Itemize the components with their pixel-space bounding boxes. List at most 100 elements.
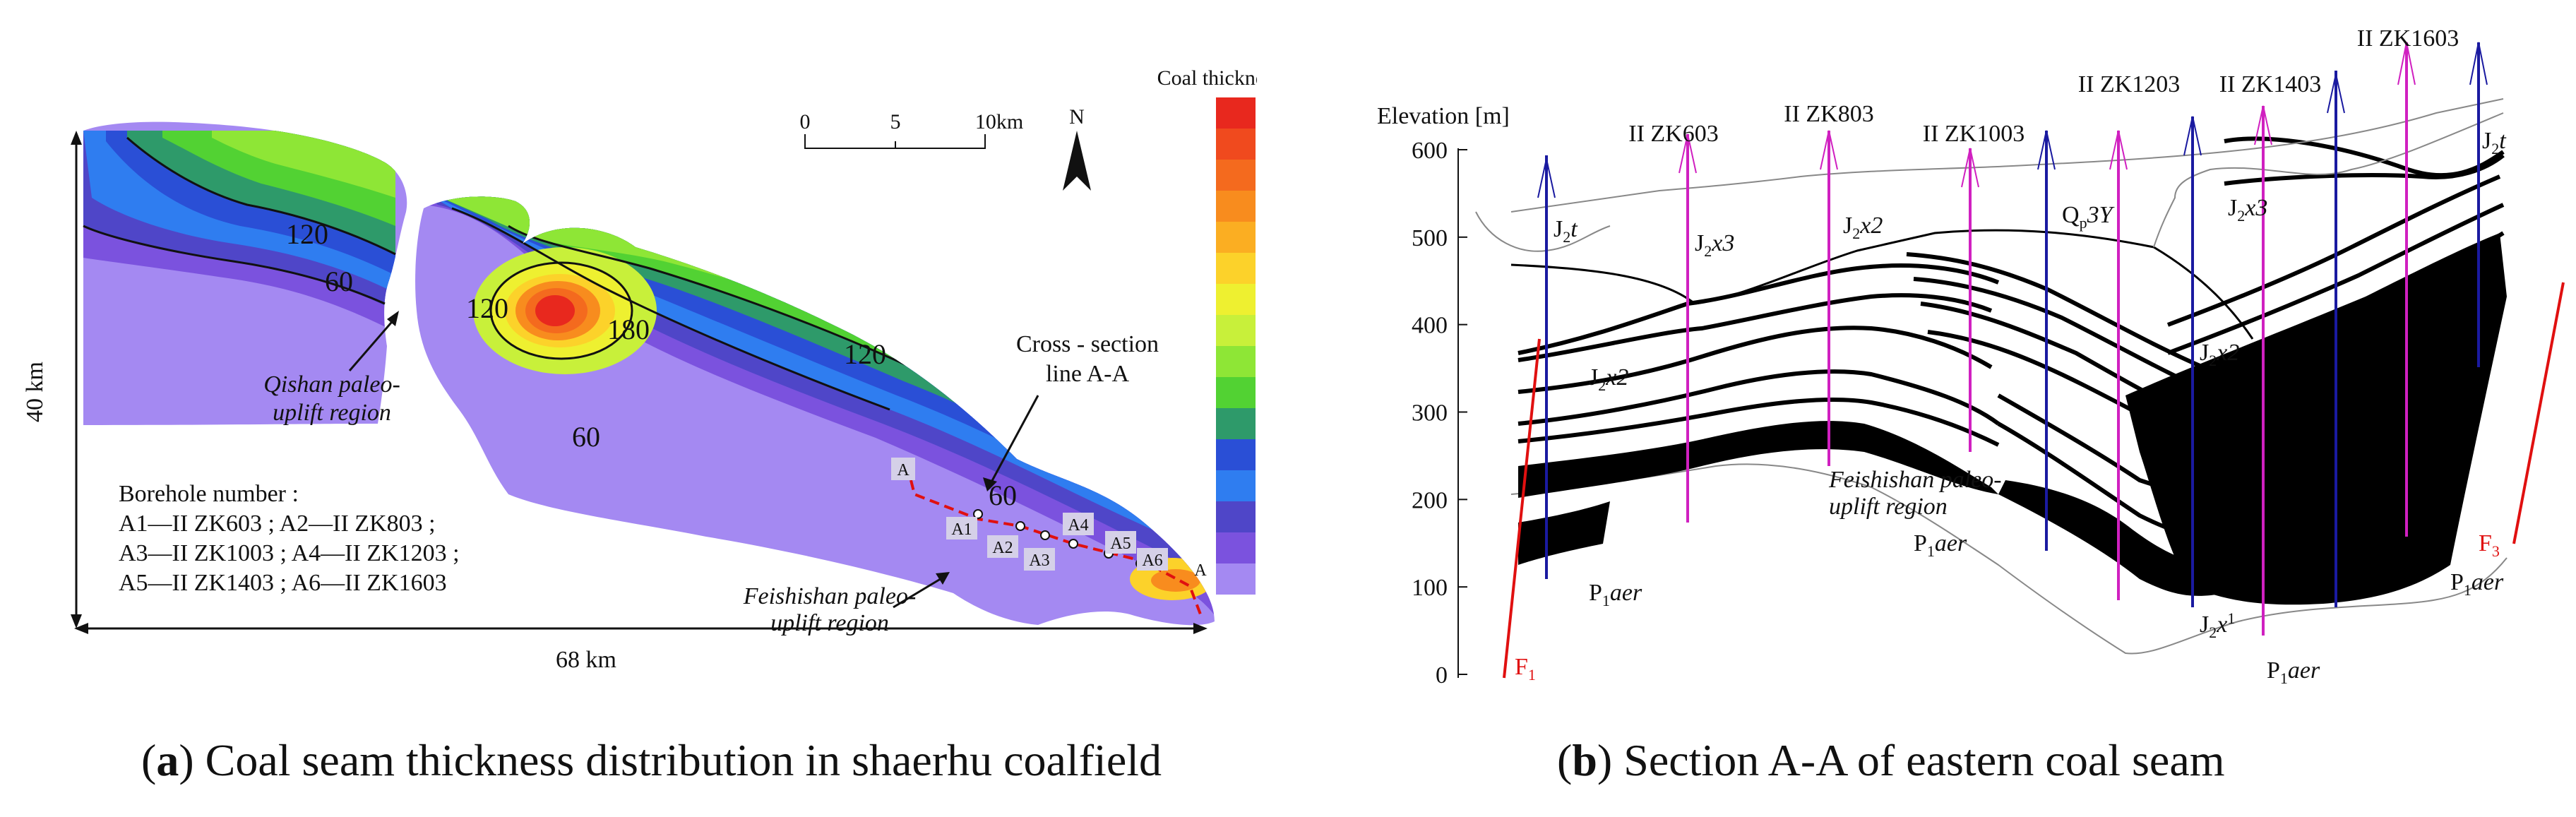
marker-label: A1 (951, 520, 972, 539)
panel-b-caption: (b) Section A-A of eastern coal seam (1557, 735, 2225, 785)
scale-tick: 0 (800, 110, 811, 133)
map-east-lobe (415, 196, 1215, 626)
stratum-label-j2x2: J2x2 (2200, 340, 2239, 369)
borehole-label: II ZK1603 (2357, 25, 2459, 52)
elevation-axis: Elevation [m] 600 500 400 300 200 100 0 (1377, 103, 1510, 688)
fault-label: F3 (2479, 530, 2500, 560)
borehole-lines (1545, 42, 2480, 636)
contour-label: 120 (286, 218, 328, 250)
borehole-markers: A A1 A2 A3 A4 A5 A6 A (891, 458, 1207, 580)
legend-swatch (1216, 253, 1256, 284)
legend-swatch (1216, 439, 1256, 470)
qishan-region-label: uplift region (273, 400, 391, 426)
y-tick-label: 0 (1436, 662, 1448, 688)
scale-tick: 10km (975, 110, 1023, 133)
contour-label: 60 (572, 421, 600, 453)
legend-swatch (1216, 284, 1256, 315)
legend-swatch (1216, 501, 1256, 532)
cross-section-label: line A-A (1046, 361, 1129, 387)
y-tick-label: 300 (1412, 400, 1448, 427)
legend-swatch (1216, 346, 1256, 377)
legend-swatch (1216, 97, 1256, 129)
stratum-label-p1: P1aer (1914, 530, 1967, 560)
coal-thickness-map: 120 60 120 180 120 60 60 40 km 68 km 0 5… (22, 66, 1257, 673)
legend-swatch (1216, 532, 1256, 563)
y-tick-label: 400 (1412, 313, 1448, 339)
stratum-label-qp: Qp3Y (2062, 202, 2115, 232)
y-axis-title: Elevation [m] (1377, 103, 1510, 129)
stratum-label-p1: P1aer (2450, 569, 2504, 599)
cross-section-diagram: Elevation [m] 600 500 400 300 200 100 0 (1377, 25, 2565, 688)
feishishan-section-label: uplift region (1829, 494, 1948, 520)
legend-swatch (1216, 315, 1256, 346)
stratum-label-j2x3: J2x3 (1695, 230, 1734, 260)
y-tick-label: 200 (1412, 487, 1448, 513)
north-arrow-icon: N (1063, 105, 1091, 191)
coal-lens (1518, 501, 1610, 565)
legend-swatch (1216, 408, 1256, 439)
contour-label: 120 (466, 292, 508, 324)
borehole-label: II ZK603 (1628, 121, 1718, 147)
dimension-horizontal: 68 km (74, 623, 1208, 673)
marker-label: A4 (1068, 516, 1088, 535)
borehole-list-title: Borehole number : (119, 481, 299, 507)
marker-label: A2 (992, 539, 1013, 557)
legend-swatch (1216, 563, 1256, 595)
scale-tick: 5 (890, 110, 901, 133)
stratum-label-j2t: J2t (1554, 216, 1578, 246)
y-tick-label: 600 (1412, 138, 1448, 164)
marker-label: A3 (1029, 551, 1049, 570)
marker-label: A6 (1142, 551, 1162, 570)
contour-label: 180 (607, 314, 650, 345)
borehole-label: II ZK1403 (2219, 71, 2321, 97)
y-tick-label: 100 (1412, 575, 1448, 601)
scale-bar: 0 5 10km (800, 110, 1023, 149)
feishishan-section-label: Feishishan paleo- (1828, 467, 2002, 493)
dimension-vertical: 40 km (22, 131, 82, 628)
stratum-label-j2t: J2t (2482, 128, 2507, 157)
legend-swatch (1216, 470, 1256, 501)
stratum-label-j2x2: J2x2 (1843, 213, 1883, 242)
contour-label: 60 (325, 266, 353, 297)
fault-label: F1 (1515, 654, 1536, 684)
borehole-label: II ZK1203 (2078, 71, 2180, 97)
dim-horizontal-label: 68 km (556, 647, 616, 673)
borehole-list-line: A5—II ZK1403 ; A6—II ZK1603 (119, 570, 447, 596)
map-west-lobe (83, 121, 407, 426)
fault-f1 (1503, 338, 1541, 679)
legend-swatch (1216, 160, 1256, 191)
coal-seams (1517, 136, 2505, 539)
panel-a-caption: (a) Coal seam thickness distribution in … (141, 735, 1162, 785)
borehole-list-line: A3—II ZK1003 ; A4—II ZK1203 ; (119, 540, 460, 566)
fault-f3 (2512, 282, 2565, 544)
coal-body-east (2125, 233, 2507, 605)
stratum-label-p1: P1aer (2267, 657, 2320, 687)
dim-vertical-label: 40 km (22, 362, 48, 422)
borehole-label: II ZK1003 (1923, 121, 2025, 147)
coal-body-west (1518, 421, 1998, 498)
stratum-label-p1: P1aer (1589, 580, 1642, 609)
thickness-legend: Coal thickness [m] 300280260240220200180… (1157, 66, 1257, 595)
marker-label: A (897, 461, 910, 479)
borehole-derricks (1537, 42, 2488, 198)
legend-swatch (1216, 222, 1256, 253)
legend-swatch (1216, 129, 1256, 160)
qishan-region-label: Qishan paleo- (263, 371, 400, 398)
legend-swatch (1216, 191, 1256, 222)
marker-label: A (1194, 561, 1207, 580)
cross-section-label: Cross - section (1016, 331, 1159, 357)
borehole-label: II ZK803 (1784, 101, 1873, 127)
stratum-label-j2x1: J2x1 (2200, 609, 2235, 641)
y-tick-label: 500 (1412, 225, 1448, 251)
stratum-label-j2x2: J2x2 (1589, 364, 1628, 394)
feishishan-region-label: Feishishan paleo- (743, 583, 917, 609)
coal-body-mid (1998, 480, 2231, 596)
contour-label: 120 (844, 338, 886, 370)
borehole-list-line: A1—II ZK603 ; A2—II ZK803 ; (119, 511, 436, 537)
legend-title: Coal thickness [m] (1157, 66, 1257, 90)
north-label: N (1069, 105, 1085, 129)
feishishan-region-label: uplift region (770, 610, 889, 636)
legend-swatch (1216, 377, 1256, 408)
stratum-label-j2x3: J2x3 (2228, 195, 2267, 225)
marker-label: A5 (1110, 535, 1131, 553)
